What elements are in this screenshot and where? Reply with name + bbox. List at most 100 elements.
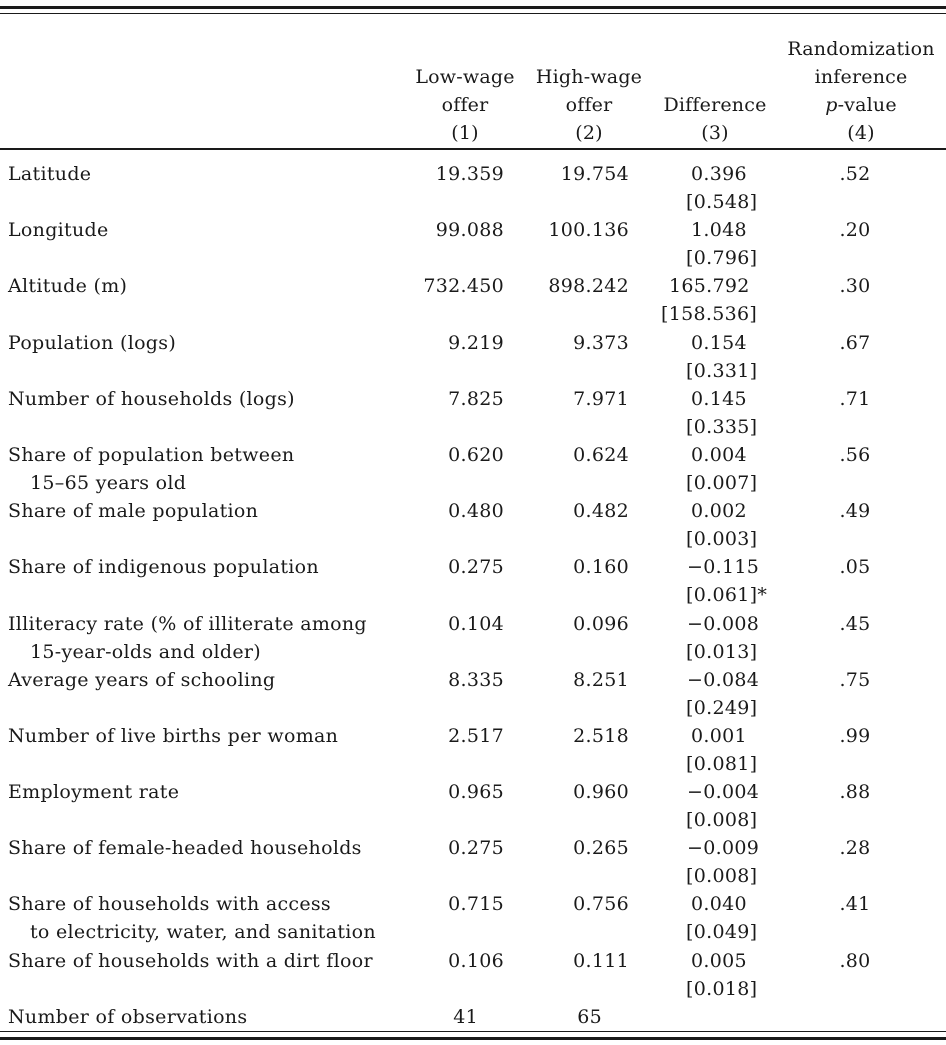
difference-cell: −0.009 [0.008] <box>658 834 780 890</box>
difference-cell: −0.115 [0.061]* <box>658 553 780 609</box>
row-label-line1: Number of households (logs) <box>8 387 295 410</box>
header-p-italic: p <box>825 94 838 116</box>
high-wage-value: 0.960 <box>573 781 629 804</box>
table-row: Population (logs) 9.219 9.373 0.154 [0.331].… <box>0 329 946 385</box>
high-wage-value: 7.971 <box>573 387 629 410</box>
table-row: Altitude (m) 732.450 898.242 165.792 [158.53… <box>0 272 946 328</box>
row-label-line1: Share of population between <box>8 443 295 466</box>
low-wage-value: 2.517 <box>448 724 504 747</box>
high-wage-value: 0.756 <box>573 893 629 916</box>
difference-cell: −0.084 [0.249] <box>658 666 780 722</box>
row-label: Illiteracy rate (% of illiterate among 15… <box>8 610 408 666</box>
row-label: Altitude (m) <box>8 272 408 300</box>
low-wage-value: 9.219 <box>448 331 504 354</box>
observations-row: Number of observations 41 65 <box>0 1003 946 1037</box>
p-value: .67 <box>839 331 871 354</box>
row-label-line2: to electricity, water, and sanitation <box>30 921 376 944</box>
high-wage-value: 8.251 <box>573 668 629 691</box>
difference-cell: 0.005 [0.018] <box>658 947 780 1003</box>
difference-value: 0.154 <box>691 331 747 354</box>
standard-error: [0.049] <box>686 921 758 944</box>
row-label-line1: Share of indigenous population <box>8 556 319 579</box>
table-row: Longitude 99.088 100.136 1.048 [0.796] .20 <box>0 216 946 272</box>
table-row: Share of households with a dirt floor 0.1… <box>0 947 946 1003</box>
table-row: Share of population between 15–65 years o… <box>0 441 946 497</box>
high-wage-value: 0.160 <box>573 556 629 579</box>
high-wage-value: 0.265 <box>573 837 629 860</box>
low-wage-value: 99.088 <box>435 219 504 242</box>
header-difference: Difference (3) <box>654 91 776 147</box>
low-wage-value: 8.335 <box>448 668 504 691</box>
header-low-wage: Low-wage offer (1) <box>406 63 524 147</box>
p-value: .49 <box>839 500 871 523</box>
table-row: Share of households with access to electr… <box>0 890 946 946</box>
row-label: Longitude <box>8 216 408 244</box>
high-wage-value: 19.754 <box>560 163 629 185</box>
standard-error: [158.536] <box>661 303 758 326</box>
difference-value: −0.004 <box>687 781 760 804</box>
low-wage-value: 0.480 <box>448 500 504 523</box>
low-wage-value: 0.275 <box>448 556 504 579</box>
low-wage-value: 7.825 <box>448 387 504 410</box>
difference-value: 0.040 <box>691 893 747 916</box>
high-wage-value: 100.136 <box>548 219 629 242</box>
header-text: Randomization <box>787 38 935 60</box>
difference-cell: 165.792 [158.536] <box>658 272 780 328</box>
difference-cell: 0.002 [0.003] <box>658 497 780 553</box>
observations-label: Number of observations <box>8 1005 248 1028</box>
standard-error: [0.548] <box>686 191 758 213</box>
difference-value: 0.001 <box>691 724 747 747</box>
p-value: .20 <box>839 219 871 242</box>
header-text: -value <box>837 94 897 116</box>
difference-cell: 0.396 [0.548] <box>658 160 780 216</box>
p-value: .75 <box>839 668 871 691</box>
table-row: Illiteracy rate (% of illiterate among 15… <box>0 610 946 666</box>
difference-cell: 0.001 [0.081] <box>658 722 780 778</box>
header-text: offer <box>441 94 489 116</box>
p-value: .52 <box>839 163 871 185</box>
table-row: Number of live births per woman 2.517 2.51… <box>0 722 946 778</box>
low-wage-value: 0.715 <box>448 893 504 916</box>
row-label-line1: Employment rate <box>8 781 180 804</box>
row-label-line1: Share of female-headed households <box>8 837 362 860</box>
p-value: .28 <box>839 837 871 860</box>
table-body: Latitude 19.359 19.754 0.396 [0.548] .52 Longi… <box>0 160 946 1037</box>
difference-value: 0.004 <box>691 443 747 466</box>
p-value: .56 <box>839 443 871 466</box>
p-value: .88 <box>839 781 871 804</box>
row-label-line1: Share of male population <box>8 500 259 523</box>
difference-cell: 0.154 [0.331] <box>658 329 780 385</box>
row-label: Share of population between 15–65 years o… <box>8 441 408 497</box>
row-label-line1: Average years of schooling <box>8 668 276 691</box>
difference-value: 0.005 <box>691 949 747 972</box>
p-value: .99 <box>839 724 871 747</box>
standard-error: [0.013] <box>686 640 758 663</box>
table-row: Latitude 19.359 19.754 0.396 [0.548] .52 <box>0 160 946 216</box>
header-text: Low-wage <box>415 66 515 88</box>
row-label-line1: Number of live births per woman <box>8 724 339 747</box>
p-value: .45 <box>839 612 871 635</box>
table-row: Share of indigenous population 0.275 0.160… <box>0 553 946 609</box>
difference-value: −0.009 <box>687 837 760 860</box>
header-text: (2) <box>575 122 603 144</box>
row-label-line2: 15–65 years old <box>30 471 187 494</box>
row-label-line1: Population (logs) <box>8 331 177 354</box>
row-label: Average years of schooling <box>8 666 408 694</box>
standard-error: [0.008] <box>686 865 758 888</box>
top-rule-thin <box>0 13 946 14</box>
header-text: (1) <box>451 122 479 144</box>
row-label-line1: Share of households with a dirt floor <box>8 949 373 972</box>
row-label: Share of male population <box>8 497 408 525</box>
observations-high: 65 <box>577 1005 602 1028</box>
standard-error: [0.331] <box>686 359 758 382</box>
difference-value: 165.792 <box>669 275 750 298</box>
difference-cell: 0.040 [0.049] <box>658 890 780 946</box>
row-label-line1: Illiteracy rate (% of illiterate among <box>8 612 367 635</box>
row-label: Latitude <box>8 160 408 188</box>
row-label-line1: Altitude (m) <box>8 275 128 298</box>
difference-cell: −0.008 [0.013] <box>658 610 780 666</box>
row-label: Share of households with a dirt floor <box>8 947 408 975</box>
p-value: .05 <box>839 556 871 579</box>
table-row: Share of female-headed households 0.275 0.… <box>0 834 946 890</box>
p-value: .71 <box>839 387 871 410</box>
